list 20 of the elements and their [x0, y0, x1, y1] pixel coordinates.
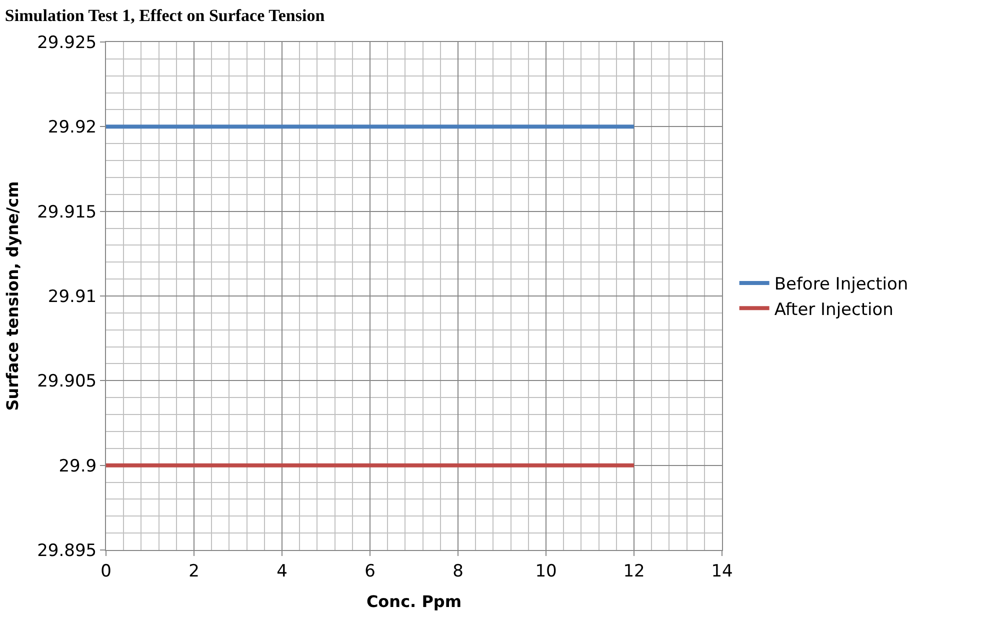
- chart-title: Simulation Test 1, Effect on Surface Tension: [4, 6, 326, 26]
- legend-label: After Injection: [774, 300, 894, 320]
- y-tick-label: 29.91: [48, 286, 97, 307]
- y-tick-label: 29.905: [37, 372, 97, 392]
- x-tick-label: 4: [276, 561, 288, 582]
- legend-label: Before Injection: [774, 274, 908, 295]
- x-tick-label: 10: [535, 561, 557, 582]
- x-axis-title: Conc. Ppm: [366, 592, 462, 612]
- y-tick-label: 29.915: [37, 202, 97, 222]
- y-tick-label: 29.9: [58, 456, 97, 476]
- y-tick-label: 29.895: [37, 540, 97, 561]
- x-tick-label: 2: [188, 561, 200, 582]
- x-tick-label: 12: [623, 561, 645, 582]
- y-axis-title: Surface tension, dyne/cm: [3, 181, 22, 411]
- x-tick-label: 8: [452, 561, 464, 582]
- y-tick-label: 29.92: [48, 118, 97, 138]
- y-tick-label: 29.925: [37, 32, 97, 53]
- x-tick-label: 0: [100, 561, 112, 582]
- x-tick-label: 14: [711, 561, 733, 582]
- x-tick-label: 6: [364, 561, 376, 582]
